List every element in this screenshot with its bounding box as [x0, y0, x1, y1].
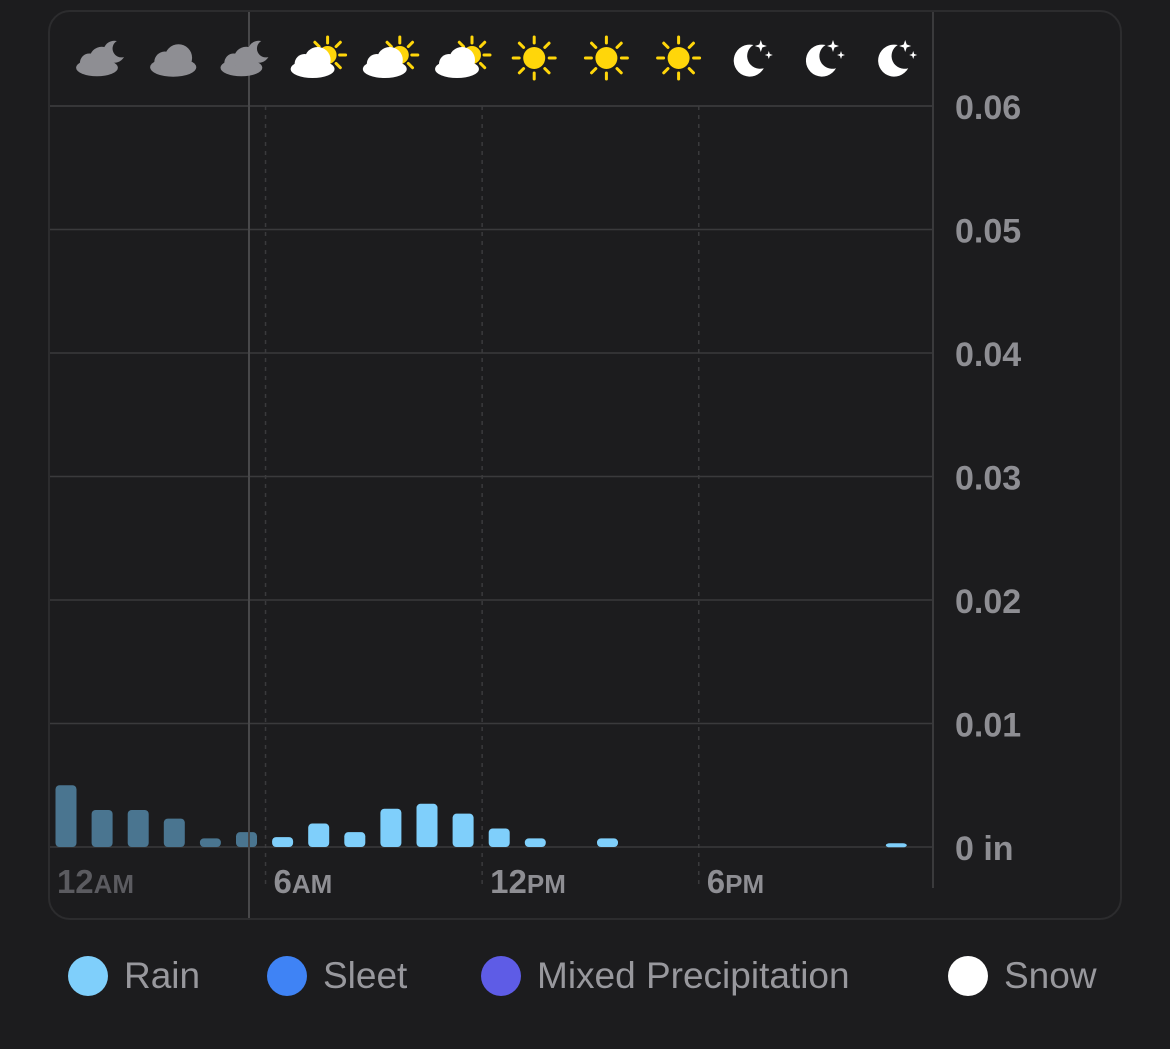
y-tick-label: 0.01	[955, 707, 1021, 745]
sun-icon	[656, 35, 702, 81]
bar-rain[interactable]	[55, 785, 77, 847]
legend-item-rain: Rain	[68, 950, 200, 1002]
bar-rain[interactable]	[597, 838, 618, 847]
bar-rain[interactable]	[199, 838, 221, 847]
y-tick-label: 0 in	[955, 830, 1014, 868]
x-tick-label: 12AM	[57, 863, 134, 900]
legend-item-snow: Snow	[948, 950, 1097, 1002]
sun-icon	[583, 35, 629, 81]
cloud-sun-icon	[362, 35, 420, 78]
x-tick-label: 6AM	[274, 863, 333, 900]
y-tick-label: 0.02	[955, 583, 1021, 621]
legend-dot-mixed	[481, 956, 521, 996]
x-tick-label: 12PM	[490, 863, 566, 900]
y-tick-label: 0.03	[955, 460, 1021, 498]
cloud-icon	[150, 44, 197, 77]
x-tick-label: 6PM	[707, 863, 764, 900]
bar-rain[interactable]	[236, 832, 257, 847]
bar-rain[interactable]	[272, 837, 294, 847]
bar-rain[interactable]	[127, 809, 149, 847]
bar-rain[interactable]	[308, 823, 330, 847]
bar-rain[interactable]	[452, 813, 474, 847]
moon-stars-icon	[733, 40, 773, 77]
y-tick-label: 0.05	[955, 213, 1021, 251]
cloud-sun-icon	[435, 35, 492, 78]
precipitation-chart[interactable]: 0.06 0.05 0.04 0.03 0.02 0.01 0 in 12AM 6AM 12PM 6…	[0, 0, 1170, 930]
cloud-moon-icon	[76, 40, 124, 77]
bar-rain[interactable]	[163, 818, 185, 847]
legend-item-sleet: Sleet	[267, 950, 407, 1002]
y-tick-label: 0.06	[955, 89, 1021, 127]
legend: Rain Sleet Mixed Precipitation Snow	[0, 950, 1170, 1010]
legend-dot-snow	[948, 956, 988, 996]
precipitation-chart-card	[48, 10, 1122, 920]
legend-label-rain: Rain	[124, 955, 201, 996]
y-tick-label: 0.04	[955, 336, 1021, 374]
bar-rain[interactable]	[524, 838, 546, 847]
moon-stars-icon	[805, 40, 845, 77]
moon-stars-icon	[878, 40, 918, 77]
legend-label-sleet: Sleet	[323, 955, 408, 996]
legend-dot-rain	[68, 956, 108, 996]
bar-rain[interactable]	[885, 843, 907, 848]
legend-label-snow: Snow	[1004, 955, 1097, 996]
bar-rain[interactable]	[91, 809, 113, 847]
bar-rain[interactable]	[416, 803, 438, 847]
bar-rain[interactable]	[380, 808, 402, 847]
bar-rain[interactable]	[488, 828, 510, 847]
legend-item-mixed: Mixed Precipitation	[481, 950, 850, 1002]
legend-dot-sleet	[267, 956, 307, 996]
cloud-sun-icon	[290, 35, 348, 78]
bar-rain[interactable]	[344, 832, 366, 847]
cloud-moon-icon	[220, 40, 269, 77]
legend-label-mixed: Mixed Precipitation	[537, 955, 850, 996]
sun-icon	[511, 35, 557, 81]
